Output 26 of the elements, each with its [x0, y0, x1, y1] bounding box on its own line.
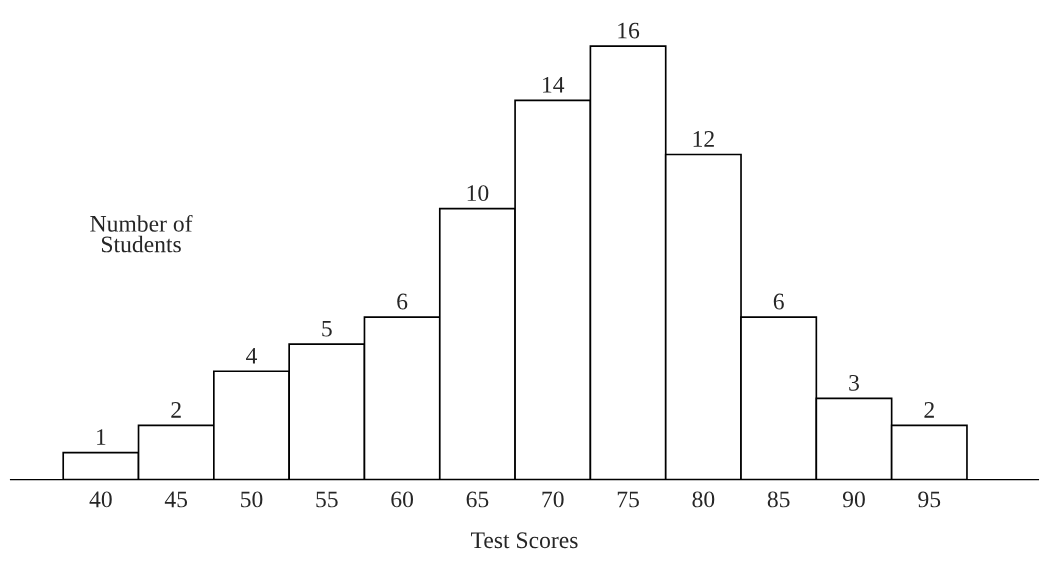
x-tick-label: 60	[391, 491, 414, 508]
x-tick-label: 40	[89, 491, 112, 508]
y-axis-title: Number of Students	[90, 214, 193, 253]
data-label: 6	[397, 293, 408, 310]
data-label: 16	[618, 22, 640, 39]
x-tick-label: 65	[466, 491, 489, 508]
x-tick-label: 55	[316, 491, 338, 508]
data-label: 5	[322, 320, 332, 337]
data-label: 10	[467, 185, 489, 202]
data-label: 4	[246, 347, 258, 364]
x-tick-label: 45	[164, 491, 188, 508]
data-label: 2	[924, 402, 934, 418]
data-label: 1	[97, 429, 106, 445]
x-tick-label: 80	[692, 491, 715, 508]
data-label: 2	[171, 402, 181, 418]
x-axis-title: Test Scores	[471, 532, 578, 549]
data-label: 3	[849, 374, 859, 391]
x-tick-label: 95	[918, 491, 941, 508]
data-label: 6	[773, 293, 784, 310]
x-tick-label: 75	[617, 491, 639, 508]
x-tick-label: 85	[767, 491, 790, 508]
x-tick-label: 70	[542, 491, 564, 508]
data-label: 14	[543, 76, 565, 93]
x-tick-label: 90	[842, 491, 865, 508]
data-label: 12	[693, 131, 714, 147]
x-tick-label: 50	[241, 491, 263, 508]
